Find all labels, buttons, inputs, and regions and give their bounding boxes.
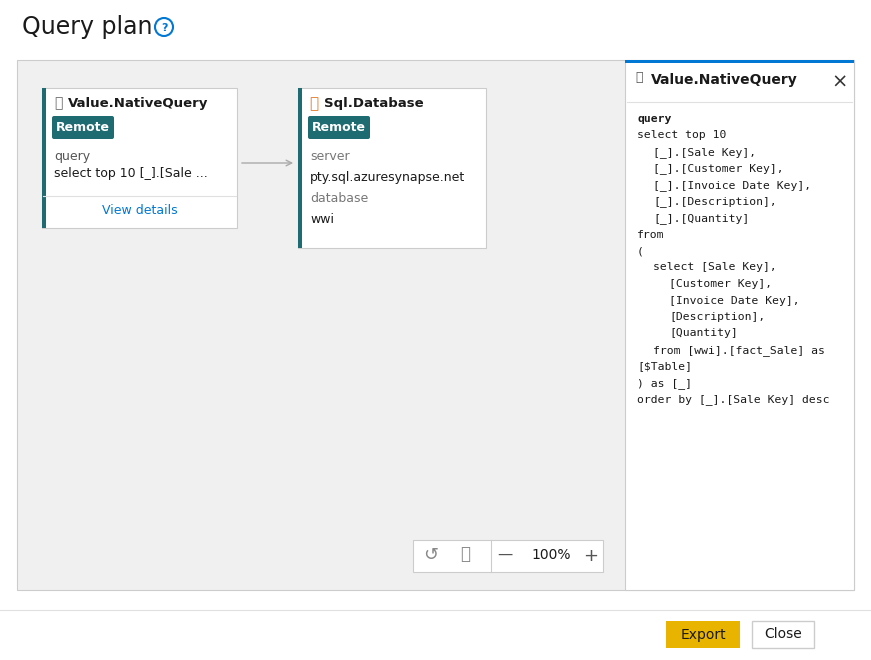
Text: [_].[Quantity]: [_].[Quantity] [653,213,749,224]
Text: ⭢: ⭢ [460,545,470,563]
FancyBboxPatch shape [625,60,854,590]
Text: from [wwi].[fact_Sale] as: from [wwi].[fact_Sale] as [653,345,825,356]
Text: [_].[Description],: [_].[Description], [653,197,777,207]
FancyBboxPatch shape [17,60,854,590]
Text: query: query [637,114,672,124]
Text: 🗄: 🗄 [309,96,318,111]
Text: wwi: wwi [310,213,334,226]
Text: [Invoice Date Key],: [Invoice Date Key], [669,296,800,306]
FancyBboxPatch shape [308,116,370,139]
Text: (: ( [637,246,644,256]
FancyBboxPatch shape [666,621,740,648]
Text: 100%: 100% [531,548,571,562]
Text: select top 10: select top 10 [637,131,726,141]
Text: View details: View details [102,204,178,217]
Text: query: query [54,150,90,163]
Text: +: + [584,547,598,565]
FancyBboxPatch shape [52,116,114,139]
Text: [$Table]: [$Table] [637,362,692,372]
Text: [Customer Key],: [Customer Key], [669,279,772,289]
Text: Query plan: Query plan [22,15,152,39]
Text: ) as [_]: ) as [_] [637,378,692,389]
Text: 🖥: 🖥 [635,71,643,84]
Text: [_].[Customer Key],: [_].[Customer Key], [653,164,784,174]
FancyBboxPatch shape [298,88,486,248]
Text: [_].[Invoice Date Key],: [_].[Invoice Date Key], [653,180,811,191]
Text: ?: ? [161,23,167,33]
Text: from: from [637,230,665,240]
FancyBboxPatch shape [42,88,237,228]
Text: ↺: ↺ [423,546,439,564]
Text: ×: × [832,73,848,92]
FancyBboxPatch shape [298,88,302,248]
Text: [_].[Sale Key],: [_].[Sale Key], [653,147,756,158]
Text: 🖥: 🖥 [54,96,63,110]
Text: Export: Export [680,628,726,642]
Text: Value.NativeQuery: Value.NativeQuery [68,97,208,110]
Text: Value.NativeQuery: Value.NativeQuery [651,73,798,87]
Text: Remote: Remote [56,121,110,134]
Text: order by [_].[Sale Key] desc: order by [_].[Sale Key] desc [637,395,829,405]
Text: [Quantity]: [Quantity] [669,329,738,339]
Text: server: server [310,150,349,163]
FancyBboxPatch shape [752,621,814,648]
FancyBboxPatch shape [413,540,603,572]
Text: —: — [497,547,513,562]
Text: Sql.Database: Sql.Database [324,97,423,110]
Text: select [Sale Key],: select [Sale Key], [653,263,777,273]
Text: Remote: Remote [312,121,366,134]
Text: pty.sql.azuresynapse.net: pty.sql.azuresynapse.net [310,171,465,184]
Text: select top 10 [_].[Sale ...: select top 10 [_].[Sale ... [54,167,208,180]
FancyBboxPatch shape [42,88,46,228]
Text: database: database [310,192,368,205]
Text: [Description],: [Description], [669,312,766,322]
FancyBboxPatch shape [625,60,854,63]
Text: Close: Close [764,628,802,642]
